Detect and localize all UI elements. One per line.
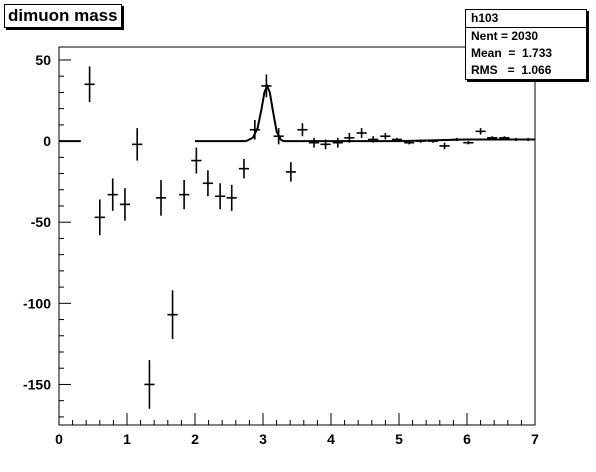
x-tick-label: 1: [123, 431, 131, 447]
x-tick-label: 0: [55, 431, 63, 447]
plot-frame: [58, 46, 536, 426]
stats-mean: Mean = 1.733: [471, 46, 553, 60]
x-tick-label: 7: [531, 431, 539, 447]
stats-entries: Nent = 2030: [471, 29, 539, 43]
fit-curve: [59, 83, 535, 143]
stats-box: h103 Nent = 2030 Mean = 1.733 RMS = 1.06…: [465, 9, 587, 80]
y-tick-label: -150: [23, 376, 51, 392]
y-tick-label: 50: [35, 52, 51, 68]
y-tick-label: 0: [43, 133, 51, 149]
stats-histogram-name: h103: [466, 10, 586, 28]
x-tick-label: 5: [395, 431, 403, 447]
x-tick-label: 2: [191, 431, 199, 447]
x-tick-label: 4: [327, 431, 335, 447]
chart-title: dimuon mass: [4, 4, 122, 28]
x-tick-label: 6: [463, 431, 471, 447]
y-tick-label: -50: [31, 214, 51, 230]
stats-rms: RMS = 1.066: [471, 63, 552, 77]
y-tick-label: -100: [23, 295, 51, 311]
x-tick-label: 3: [259, 431, 267, 447]
